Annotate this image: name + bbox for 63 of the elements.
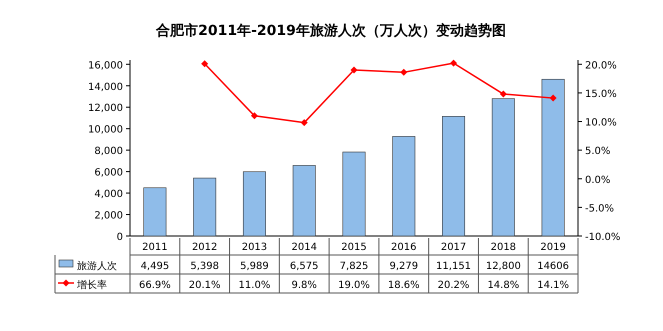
y-tick-label: 14,000: [88, 82, 123, 93]
data-label: 12,800: [486, 261, 521, 272]
data-label: 11,151: [436, 261, 472, 272]
data-label: 9,279: [389, 261, 418, 272]
y-tick-label: 8,000: [94, 146, 123, 158]
x-tick-label: 2019: [540, 242, 566, 253]
point: [250, 112, 258, 120]
point: [450, 60, 458, 67]
bar: [242, 171, 266, 236]
legend-label: 旅游人次: [77, 260, 117, 272]
y2-tick-label: 10.0%: [585, 118, 617, 129]
x-tick-label: 2012: [192, 242, 218, 253]
data-label: 18.6%: [388, 280, 420, 291]
data-label: 14606: [537, 261, 570, 272]
y-tick-label: 4,000: [94, 189, 123, 200]
y2-tick-label: 5.0%: [585, 146, 610, 158]
y-tick-label: 16,000: [88, 60, 123, 72]
data-label: 19.0%: [338, 280, 370, 291]
bar: [292, 165, 316, 236]
data-label: 20.1%: [188, 280, 221, 291]
data-label: 9.8%: [292, 280, 317, 291]
point: [500, 90, 507, 98]
x-tick-label: 2013: [242, 242, 268, 253]
data-label: 4,495: [140, 261, 170, 272]
data-label: 11.0%: [238, 280, 270, 291]
y-tick-label: 0: [116, 232, 123, 243]
bar: [143, 187, 166, 236]
y2-tick-label: 15.0%: [585, 88, 617, 100]
data-label: 5,989: [240, 261, 269, 272]
y2-tick-label: -10.0%: [585, 232, 620, 243]
point: [400, 68, 408, 76]
bar: [492, 98, 515, 236]
bar: [193, 178, 216, 236]
x-tick-label: 2015: [341, 242, 367, 253]
bar: [392, 136, 416, 236]
point: [201, 60, 208, 68]
text: 66.9%: [139, 280, 171, 291]
x-tick-label: 2017: [440, 242, 466, 253]
y-tick-label: 2,000: [94, 210, 123, 222]
y-tick-label: 10,000: [88, 124, 123, 136]
y-tick-label: 12,000: [88, 103, 123, 114]
legend-label: 增长率: [76, 279, 107, 291]
data-label: 7,825: [340, 261, 368, 272]
y2-tick-label: 20.0%: [585, 60, 617, 72]
bar: [542, 78, 565, 236]
point: [300, 119, 308, 126]
y-tick-label: 6,000: [94, 168, 123, 179]
chart-title: 合肥市2011年-2019年旅游人次（万人次）变动趋势图: [155, 22, 506, 39]
point: [550, 94, 557, 102]
point: [350, 66, 358, 74]
x-tick-label: 2016: [391, 242, 417, 253]
data-label: 5,398: [190, 261, 219, 272]
bar: [342, 152, 366, 236]
data-label: 20.2%: [438, 280, 470, 291]
data-label: 14.8%: [487, 280, 520, 291]
y2-tick-label: -5.0%: [585, 203, 614, 214]
x-tick-label: 2014: [291, 242, 317, 253]
bar: [442, 116, 466, 236]
data-label: 14.1%: [537, 280, 569, 291]
y2-tick-label: 0.0%: [585, 174, 610, 186]
x-tick-label: 2018: [490, 242, 516, 253]
data-label: 6,575: [290, 261, 319, 272]
x-tick-label: 2011: [142, 242, 168, 253]
